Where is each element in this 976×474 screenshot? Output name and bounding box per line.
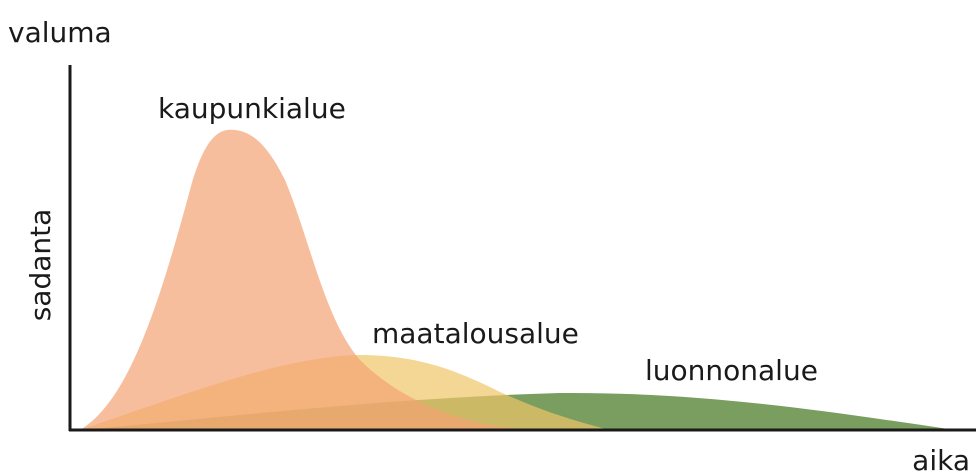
x-axis-title: aika <box>912 444 970 474</box>
curve-label: luonnonalue <box>645 354 818 387</box>
curve-label: maatalousalue <box>372 317 579 350</box>
y-axis-title: valuma <box>8 16 112 49</box>
curve-kaupunkialue <box>80 129 530 430</box>
y-axis-side-label: sadanta <box>24 209 57 322</box>
curve-label: kaupunkialue <box>158 92 346 125</box>
